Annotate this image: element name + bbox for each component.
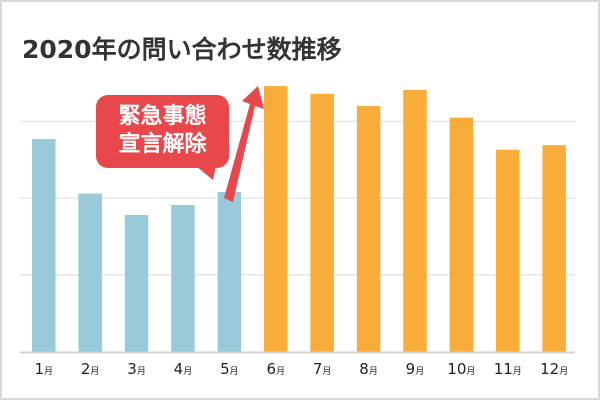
bar-10月 <box>449 117 474 352</box>
x-tick-label: 11月 <box>494 360 522 378</box>
x-tick-label: 12月 <box>540 360 568 378</box>
bar-1月 <box>32 139 56 352</box>
annotation-bubble: 緊急事態 宣言解除 <box>96 95 229 168</box>
bar-8月 <box>356 106 381 352</box>
annotation-line-1: 緊急事態 <box>118 104 207 129</box>
x-tick-label: 9月 <box>406 360 425 378</box>
bar-6月 <box>264 86 288 352</box>
bar-3月 <box>124 214 149 352</box>
x-tick-label: 7月 <box>313 360 332 378</box>
bar-4月 <box>171 205 195 352</box>
bar-7月 <box>310 93 334 352</box>
bar-11月 <box>496 149 520 352</box>
bar-9月 <box>403 89 427 352</box>
bar-12月 <box>542 145 566 352</box>
x-tick-label: 3月 <box>127 360 146 378</box>
bar-5月 <box>217 191 242 352</box>
annotation-line-2: 宣言解除 <box>118 132 207 157</box>
x-tick-label: 10月 <box>447 360 475 378</box>
x-tick-label: 1月 <box>34 360 53 378</box>
x-tick-label: 8月 <box>359 360 378 378</box>
x-tick-label: 5月 <box>220 360 239 378</box>
x-tick-label: 6月 <box>266 360 285 378</box>
x-tick-label: 4月 <box>174 360 193 378</box>
x-tick-label: 2月 <box>81 360 100 378</box>
bar-2月 <box>78 193 102 352</box>
chart-title: 2020年の問い合わせ数推移 <box>22 35 342 64</box>
annotation-bubble-tail <box>196 166 216 180</box>
annotation-arrow <box>224 86 264 202</box>
